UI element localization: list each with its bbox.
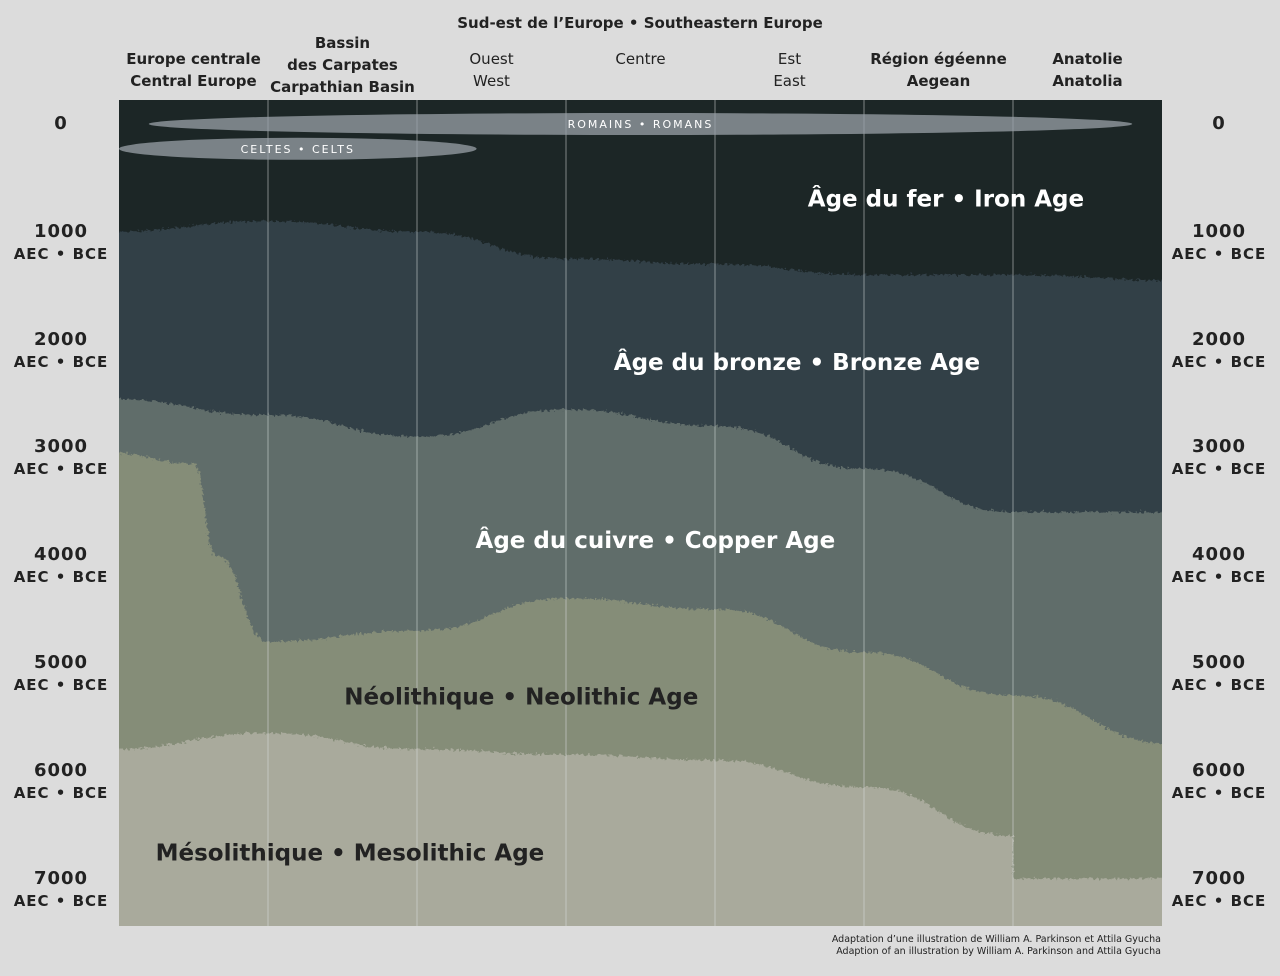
column-header-line: des Carpates	[287, 56, 398, 74]
overlay-label: CELTES • CELTS	[241, 143, 355, 156]
axis-tick-5000: 5000 AEC • BCE	[1164, 652, 1274, 696]
axis-tick-value: 0	[54, 113, 68, 134]
column-header-2: Bassin des Carpates Carpathian Basin	[268, 32, 417, 98]
axis-tick-value: 5000	[33, 652, 89, 673]
axis-tick-unit: AEC • BCE	[13, 891, 109, 910]
axis-tick-3000: 3000 AEC • BCE	[1164, 436, 1274, 480]
axis-tick-7000: 7000 AEC • BCE	[1164, 868, 1274, 912]
axis-tick-unit: AEC • BCE	[13, 244, 109, 263]
column-header-5: Est East	[715, 48, 864, 92]
column-header-line: Anatolie	[1052, 50, 1123, 68]
axis-tick-6000: 6000 AEC • BCE	[1164, 760, 1274, 804]
axis-tick-1000: 1000 AEC • BCE	[1164, 221, 1274, 265]
column-header-line: Centre	[615, 50, 666, 68]
axis-tick-value: 4000	[33, 544, 89, 566]
period-chart: ROMAINS • ROMANS CELTES • CELTS Âge du fe…	[119, 100, 1162, 926]
axis-tick-value: 4000	[1191, 544, 1247, 566]
axis-tick-1000: 1000 AEC • BCE	[6, 221, 116, 265]
axis-tick-unit: AEC • BCE	[13, 568, 109, 587]
axis-tick-unit: AEC • BCE	[13, 460, 109, 479]
credit-french: Adaptation d’une illustration de William…	[831, 934, 1161, 945]
axis-tick-value: 7000	[1191, 867, 1247, 889]
period-label-5: Mésolithique • Mesolithic Age	[156, 841, 545, 867]
axis-tick-unit: AEC • BCE	[13, 676, 109, 694]
column-header-line: Carpathian Basin	[270, 78, 415, 96]
period-label-1: Âge du fer • Iron Age	[808, 184, 1084, 212]
axis-tick-2000: 2000 AEC • BCE	[1164, 329, 1274, 373]
overlay-ellipse-2	[119, 137, 477, 160]
axis-tick-6000: 6000 AEC • BCE	[6, 760, 116, 804]
illustration-credit: Adaptation d’une illustration de William…	[832, 934, 1161, 958]
axis-tick-value: 5000	[1191, 652, 1247, 673]
period-label-3: Âge du cuivre • Copper Age	[476, 526, 836, 554]
overlay-label: ROMAINS • ROMANS	[568, 118, 714, 131]
column-header-6: Région égéenne Aegean	[864, 48, 1013, 92]
column-header-line: Est	[777, 50, 802, 68]
axis-tick-value: 6000	[1191, 759, 1247, 781]
axis-tick-value: 6000	[33, 759, 89, 781]
axis-tick-0: 0	[1164, 113, 1274, 135]
axis-tick-value: 1000	[33, 220, 89, 242]
axis-tick-unit: AEC • BCE	[1171, 676, 1267, 694]
axis-tick-value: 2000	[1191, 328, 1247, 350]
axis-tick-unit: AEC • BCE	[13, 352, 109, 371]
axis-tick-unit: AEC • BCE	[1171, 244, 1267, 263]
column-header-line: Aegean	[906, 72, 971, 90]
column-header-1: Europe centrale Central Europe	[119, 48, 268, 92]
axis-tick-4000: 4000 AEC • BCE	[6, 544, 116, 588]
axis-tick-unit: AEC • BCE	[1171, 891, 1267, 910]
axis-tick-0: 0	[6, 113, 116, 135]
axis-tick-unit: AEC • BCE	[1171, 568, 1267, 587]
axis-tick-5000: 5000 AEC • BCE	[6, 652, 116, 696]
column-header-line: Europe centrale	[126, 50, 261, 68]
column-header-line: Bassin	[314, 34, 371, 52]
credit-english: Adaption of an illustration by William A…	[836, 946, 1161, 957]
column-header-line: East	[773, 72, 806, 90]
axis-tick-value: 3000	[33, 436, 89, 458]
super-title: Sud-est de l’Europe • Southeastern Europ…	[457, 14, 823, 32]
axis-tick-value: 7000	[33, 867, 89, 889]
column-header-line: Anatolia	[1052, 72, 1123, 90]
axis-tick-2000: 2000 AEC • BCE	[6, 329, 116, 373]
period-label-4: Néolithique • Neolithic Age	[344, 684, 698, 710]
axis-tick-7000: 7000 AEC • BCE	[6, 868, 116, 912]
column-header-line: Ouest	[469, 50, 514, 68]
column-header-line: West	[473, 72, 510, 90]
column-header-7: Anatolie Anatolia	[1013, 48, 1162, 92]
axis-tick-unit: AEC • BCE	[1171, 460, 1267, 479]
axis-tick-value: 1000	[1191, 220, 1247, 242]
period-label-2: Âge du bronze • Bronze Age	[614, 348, 980, 376]
column-header-4: Centre	[566, 48, 715, 70]
column-header-line: Région égéenne	[870, 50, 1007, 68]
column-header-3: Ouest West	[417, 48, 566, 92]
axis-tick-value: 0	[1212, 113, 1226, 134]
axis-tick-unit: AEC • BCE	[13, 783, 109, 802]
overlay-ellipse-1	[148, 113, 1133, 135]
axis-tick-unit: AEC • BCE	[1171, 783, 1267, 802]
axis-tick-3000: 3000 AEC • BCE	[6, 436, 116, 480]
axis-tick-unit: AEC • BCE	[1171, 352, 1267, 371]
axis-tick-value: 2000	[33, 328, 89, 350]
axis-tick-value: 3000	[1191, 436, 1247, 458]
column-header-line: Central Europe	[130, 72, 257, 90]
axis-tick-4000: 4000 AEC • BCE	[1164, 544, 1274, 588]
